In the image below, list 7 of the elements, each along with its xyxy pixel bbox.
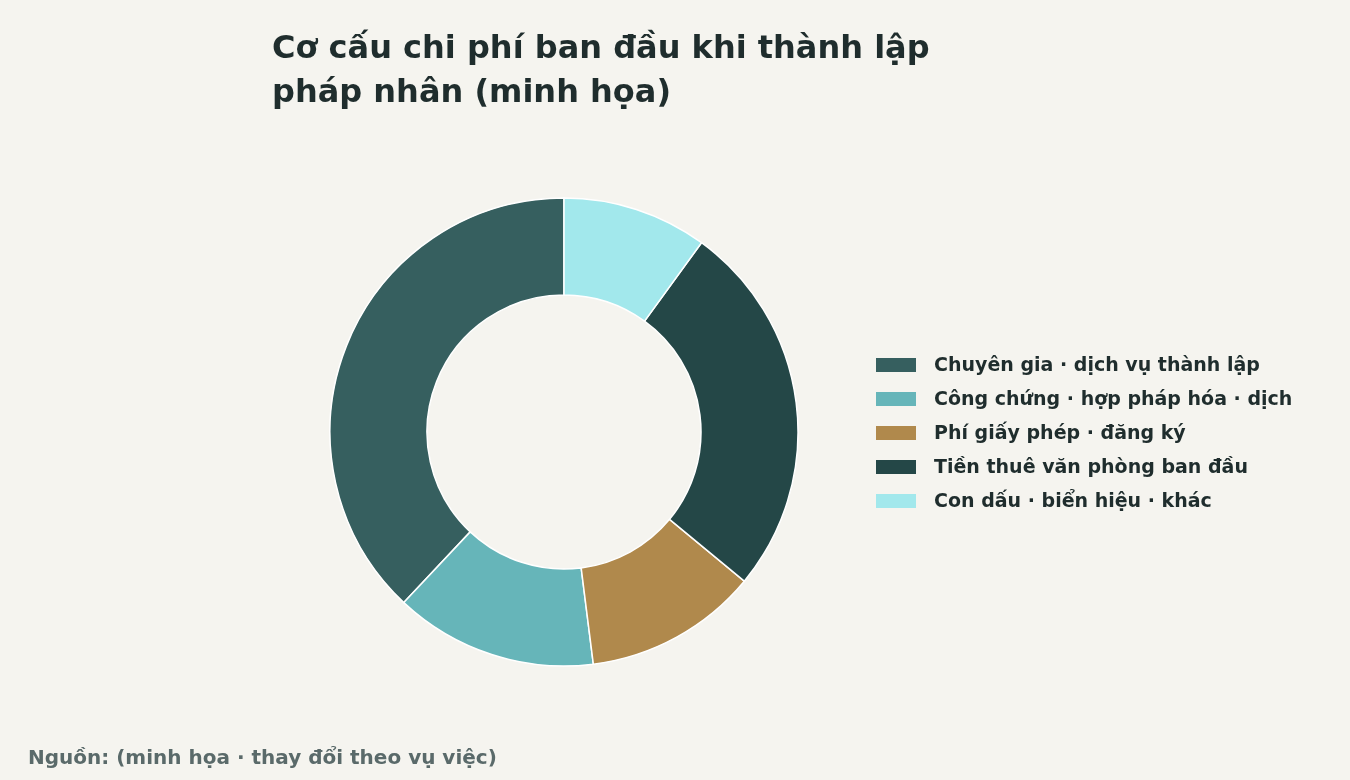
legend-label: Phí giấy phép · đăng ký	[934, 421, 1187, 443]
text: Nguồn: (minh họa · thay đổi theo vụ việc)	[28, 745, 497, 769]
legend-label: Con dấu · biển hiệu · khác	[934, 489, 1212, 511]
legend-label: Tiền thuê văn phòng ban đầu	[934, 455, 1248, 477]
legend-label: Chuyên gia · dịch vụ thành lập	[934, 353, 1260, 375]
legend-label: Công chứng · hợp pháp hóa · dịch	[934, 387, 1293, 409]
chart-title: Cơ cấu chi phí ban đầu khi thành lập pháp nhân (minh họa)	[272, 28, 930, 110]
